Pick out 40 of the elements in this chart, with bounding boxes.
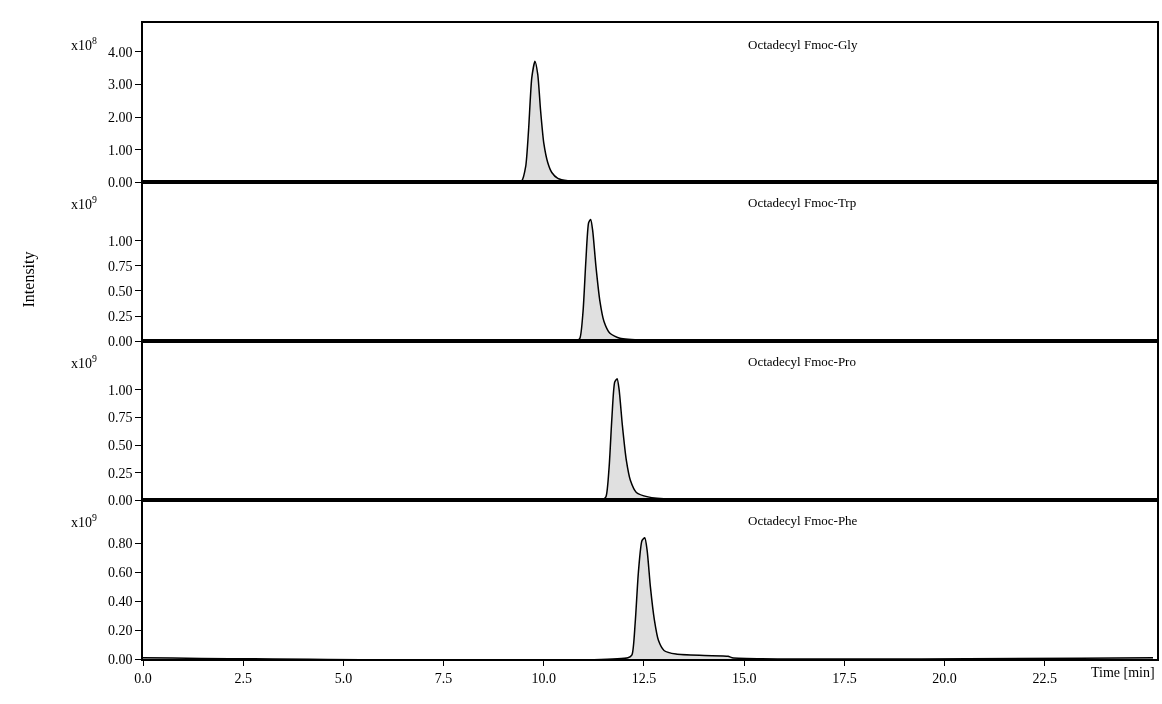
x-tick-label: 5.0 — [334, 670, 353, 686]
y-tick-label: 2.00 — [107, 109, 133, 125]
text: x10$^{9}$ — [71, 353, 97, 371]
text: x10$^{8}$ — [71, 35, 97, 53]
y-tick-label: 1.00 — [107, 142, 133, 158]
x-tick-label: 17.5 — [832, 670, 857, 686]
y-tick-label: 0.75 — [107, 258, 133, 274]
y-tick-label: 0.50 — [107, 283, 133, 299]
y-tick-label: 0.25 — [107, 465, 133, 481]
y-tick-label: 0.00 — [107, 175, 133, 191]
y-tick-label: 3.00 — [107, 77, 133, 93]
y-tick-label: 1.00 — [107, 233, 133, 249]
x-tick-label: 2.5 — [234, 670, 252, 686]
y-tick-label: 0.50 — [107, 437, 133, 453]
y-tick-label: 0.20 — [107, 623, 133, 639]
text: x10$^{9}$ — [71, 512, 97, 530]
y-tick-label: 0.75 — [107, 410, 133, 426]
y-tick-label: 0.80 — [107, 536, 133, 552]
y-tick-label: 1.00 — [107, 382, 133, 398]
x-tick-label: 20.0 — [932, 670, 957, 686]
x-tick-label: 22.5 — [1032, 670, 1058, 686]
y-tick-label: 0.00 — [107, 493, 133, 509]
y-tick-label: 0.60 — [107, 565, 133, 581]
x-tick-label: 7.5 — [434, 670, 453, 686]
x-tick-label: 15.0 — [731, 670, 757, 686]
text: x10$^{9}$ — [71, 194, 97, 212]
y-tick-label: 0.40 — [107, 594, 133, 610]
y-tick-label: 4.00 — [107, 44, 133, 60]
text: Octadecyl Fmoc-Pro — [748, 354, 856, 369]
text: Octadecyl Fmoc-Trp — [748, 195, 857, 210]
text: Octadecyl Fmoc-Phe — [748, 513, 858, 528]
x-tick-label: 10.0 — [531, 670, 557, 686]
x-tick-label: 12.5 — [631, 670, 657, 686]
y-axis-title: Intensity — [19, 251, 38, 308]
y-tick-label: 0.25 — [107, 309, 133, 325]
y-tick-label: 0.00 — [107, 334, 133, 350]
x-axis-title: Time [min] — [1091, 665, 1155, 680]
text: Octadecyl Fmoc-Gly — [748, 37, 858, 52]
y-tick-label: 0.00 — [107, 652, 133, 668]
x-tick-label: 0.0 — [134, 670, 152, 686]
